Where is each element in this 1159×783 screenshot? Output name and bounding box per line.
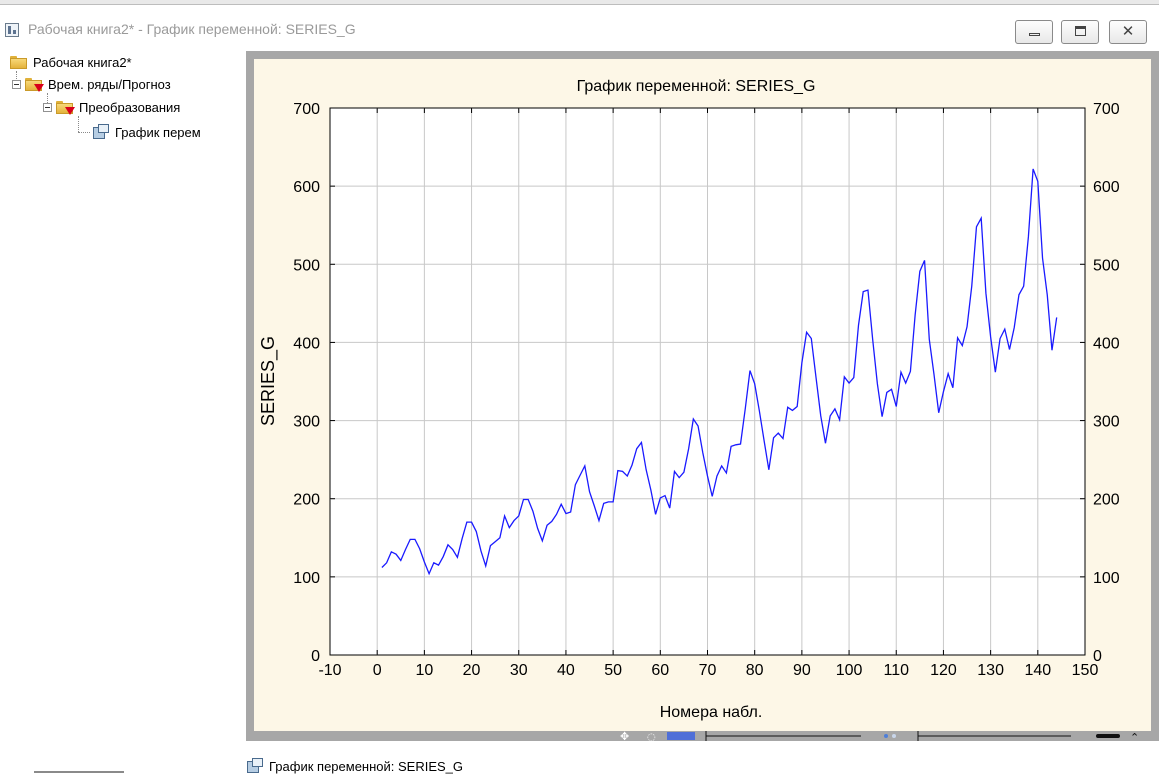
window-title: Рабочая книга2* - График переменной: SER… (28, 21, 356, 37)
app-icon (5, 23, 19, 37)
series-line (381, 168, 1058, 576)
x-tick-label: 70 (699, 662, 717, 679)
x-tick-label: 30 (510, 662, 528, 679)
tab-graph[interactable]: График переменной: SERIES_G (246, 755, 463, 777)
x-tick-label: 130 (977, 662, 1004, 679)
y-tick-label-right: 100 (1093, 570, 1120, 587)
grid (330, 108, 1085, 655)
x-tick-label: 10 (415, 662, 433, 679)
x-tick-label: 40 (557, 662, 575, 679)
axis-ticks (329, 107, 1086, 656)
axis-labels: -10 0 10 20 30 40 50 60 70 80 90 100 110 120 130 140 150… (293, 101, 1120, 679)
close-icon: ✕ (1121, 23, 1135, 40)
tree-item-label: Преобразования (79, 99, 181, 115)
tree-item-transformations[interactable]: Преобразования (43, 97, 180, 117)
expand-icon[interactable]: ⌃ (1130, 731, 1139, 741)
minimize-icon (1029, 33, 1040, 36)
tree-item-timeseries[interactable]: Врем. ряды/Прогноз (12, 74, 171, 94)
y-tick-label-right: 0 (1093, 648, 1102, 665)
x-tick-label: 90 (793, 662, 811, 679)
tree-item-workbook[interactable]: Рабочая книга2* (10, 52, 132, 72)
chart-title: График переменной: SERIES_G (577, 78, 816, 95)
x-tick-label: 120 (930, 662, 957, 679)
y-axis-title: SERIES_G (258, 336, 279, 426)
maximize-button[interactable] (1061, 20, 1099, 44)
handle-icon[interactable] (1096, 734, 1120, 738)
bottom-bar: График переменной: SERIES_G (0, 741, 1159, 783)
tree-connector (78, 116, 79, 132)
close-button[interactable]: ✕ (1109, 20, 1147, 44)
top-strip (0, 0, 1159, 5)
folder-icon (25, 77, 44, 92)
y-tick-label: 500 (293, 257, 320, 274)
y-tick-label: 200 (293, 492, 320, 509)
y-tick-label-right: 700 (1093, 101, 1120, 118)
y-tick-label: 300 (293, 414, 320, 431)
workbook-tree: Рабочая книга2* Врем. ряды/Прогноз Преоб… (0, 51, 246, 741)
move-icon[interactable]: ✥ (620, 730, 629, 741)
chart-zoom-toolbar: ✥ ◌ ⌃ (246, 730, 1159, 741)
y-tick-label-right: 400 (1093, 335, 1120, 352)
x-tick-label: 60 (651, 662, 669, 679)
y-tick-label-right: 200 (1093, 492, 1120, 509)
y-tick-label: 600 (293, 179, 320, 196)
color-swatch-icon[interactable] (667, 732, 695, 740)
tree-connector (78, 132, 90, 133)
collapse-toggle-icon[interactable] (12, 79, 21, 89)
maximize-icon (1075, 26, 1086, 36)
graph-doc-icon (246, 758, 264, 774)
x-tick-label: 110 (883, 662, 909, 679)
y-tick-label: 400 (293, 335, 320, 352)
y-tick-label-right: 300 (1093, 414, 1120, 431)
tree-connector (47, 93, 48, 111)
x-tick-label: 20 (463, 662, 481, 679)
minimize-button[interactable] (1015, 20, 1053, 44)
y-tick-label: 100 (293, 570, 320, 587)
line-chart: -10 0 10 20 30 40 50 60 70 80 90 100 110 120 130 140 150… (246, 59, 1159, 741)
y-tick-label-right: 500 (1093, 257, 1120, 274)
y-tick-label-right: 600 (1093, 179, 1120, 196)
reset-icon[interactable]: ◌ (647, 732, 656, 741)
tab-label: График переменной: SERIES_G (269, 758, 464, 774)
x-tick-label: 50 (604, 662, 622, 679)
folder-icon (10, 55, 28, 69)
y-tick-label: 0 (311, 648, 320, 665)
x-tick-label: 0 (373, 662, 382, 679)
x-tick-label: 80 (746, 662, 764, 679)
x-axis-title: Номера набл. (660, 704, 763, 721)
tree-item-label: График перем (115, 124, 201, 140)
tree-item-graph[interactable]: График перем (92, 122, 201, 142)
tree-item-label: Рабочая книга2* (33, 54, 132, 70)
dots-icon[interactable] (884, 734, 888, 738)
collapse-toggle-icon[interactable] (43, 102, 52, 112)
folder-icon (56, 100, 75, 115)
chart-panel: -10 0 10 20 30 40 50 60 70 80 90 100 110 120 130 140 150… (246, 51, 1159, 741)
x-tick-label: 100 (836, 662, 863, 679)
bottom-divider (34, 771, 124, 773)
x-tick-label: 140 (1024, 662, 1051, 679)
graph-doc-icon (92, 124, 110, 140)
tree-item-label: Врем. ряды/Прогноз (48, 76, 171, 92)
x-tick-label: -10 (318, 662, 341, 679)
y-tick-label: 700 (293, 101, 320, 118)
x-tick-label: 150 (1072, 662, 1099, 679)
window-titlebar: Рабочая книга2* - График переменной: SER… (0, 5, 1159, 51)
